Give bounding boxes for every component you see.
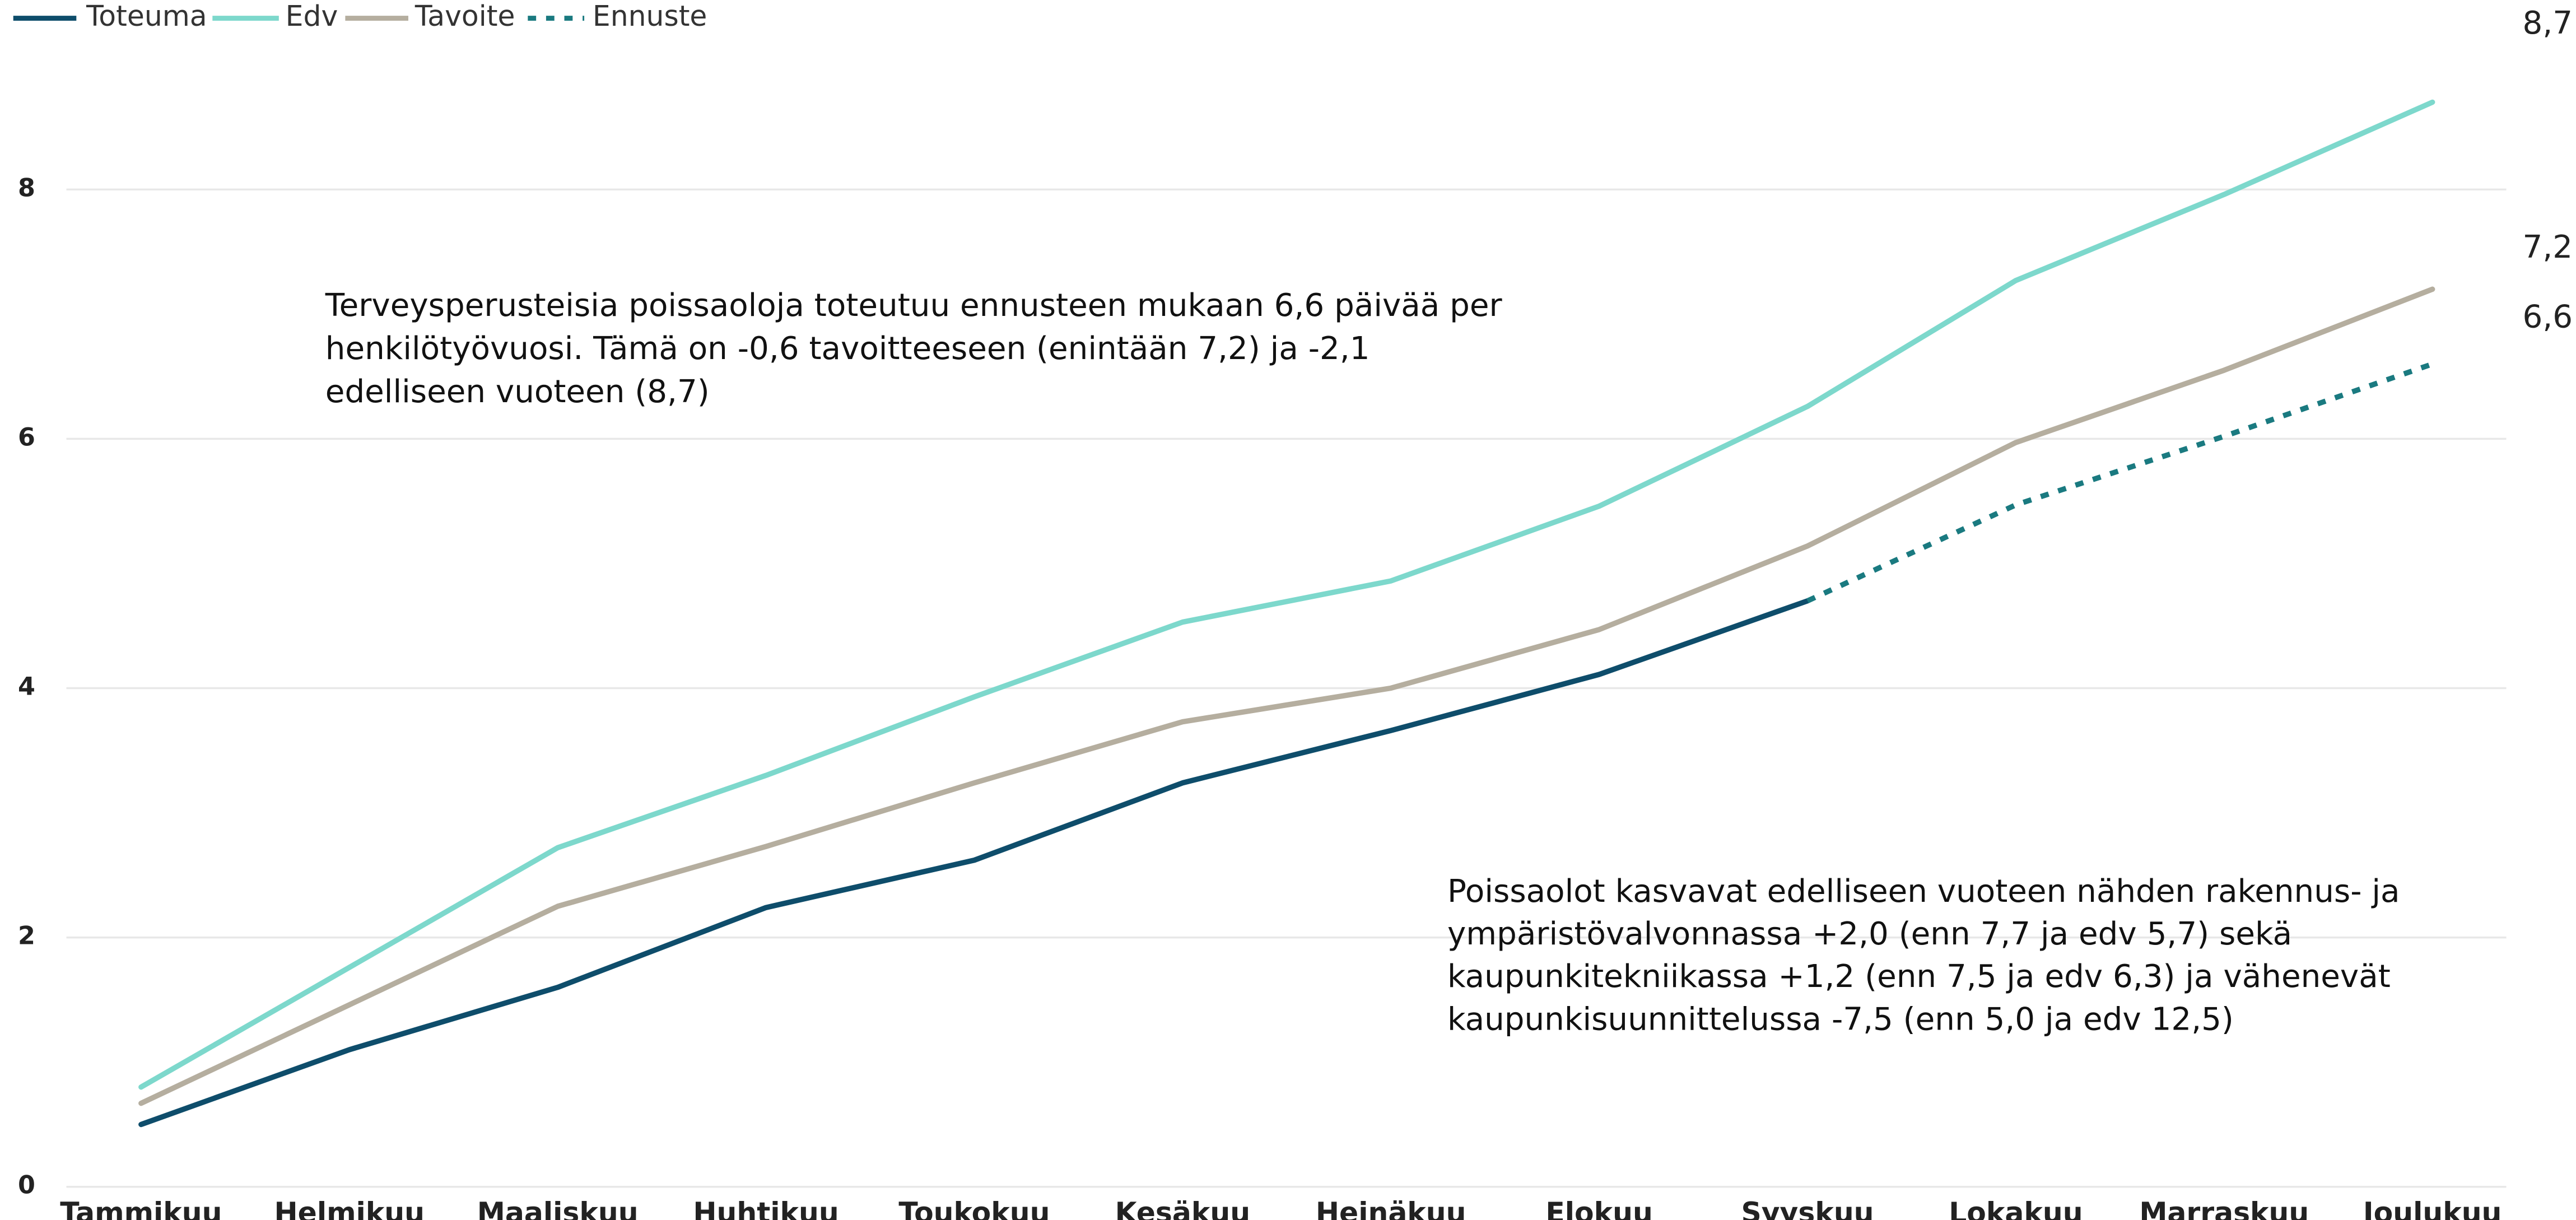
series-line <box>138 598 1810 1128</box>
y-tick-label: 6 <box>18 423 35 451</box>
annotation: kaupunkisuunnittelussa -7,5 (enn 5,0 ja … <box>1447 1001 2234 1037</box>
x-tick-label: Huhtikuu <box>693 1196 839 1220</box>
annotation: henkilötyövuosi. Tämä on -0,6 tavoittees… <box>325 330 1370 367</box>
x-tick-label: Joulukuu <box>2361 1196 2502 1220</box>
x-tick-label: Syyskuu <box>1741 1196 1874 1220</box>
annotation: kaupunkitekniikassa +1,2 (enn 7,5 ja edv… <box>1447 958 2391 995</box>
value-label: 6,6 <box>2523 299 2573 336</box>
legend-label: Tavoite <box>414 0 515 32</box>
annotation: ympäristövalvonnassa +2,0 (enn 7,7 ja ed… <box>1447 916 2292 952</box>
x-tick-label: Heinäkuu <box>1316 1196 1466 1220</box>
y-tick-label: 4 <box>18 672 35 701</box>
x-tick-label: Tammikuu <box>60 1196 222 1220</box>
series-line <box>138 286 2435 1106</box>
value-label: 7,2 <box>2523 229 2573 266</box>
y-tick-label: 0 <box>18 1171 35 1200</box>
annotation: Terveysperusteisia poissaoloja toteutuu … <box>325 287 1503 324</box>
series-line <box>138 99 2435 1090</box>
x-tick-label: Toukokuu <box>898 1196 1050 1220</box>
legend-label: Edv <box>286 0 338 32</box>
annotation: edelliseen vuoteen (8,7) <box>325 374 710 410</box>
x-tick-label: Lokakuu <box>1949 1196 2083 1220</box>
series-line <box>1806 361 2434 604</box>
annotation: Poissaolot kasvavat edelliseen vuoteen n… <box>1447 873 2400 910</box>
x-tick-label: Marraskuu <box>2139 1196 2309 1220</box>
x-tick-label: Elokuu <box>1545 1196 1652 1220</box>
value-label: 8,7 <box>2523 5 2573 41</box>
x-tick-label: Helmikuu <box>274 1196 425 1220</box>
x-tick-label: Kesäkuu <box>1115 1196 1250 1220</box>
y-tick-label: 2 <box>18 922 35 951</box>
x-tick-label: Maaliskuu <box>477 1196 639 1220</box>
legend-label: Toteuma <box>86 0 207 32</box>
y-tick-label: 8 <box>18 174 35 202</box>
legend-label: Ennuste <box>593 0 707 32</box>
